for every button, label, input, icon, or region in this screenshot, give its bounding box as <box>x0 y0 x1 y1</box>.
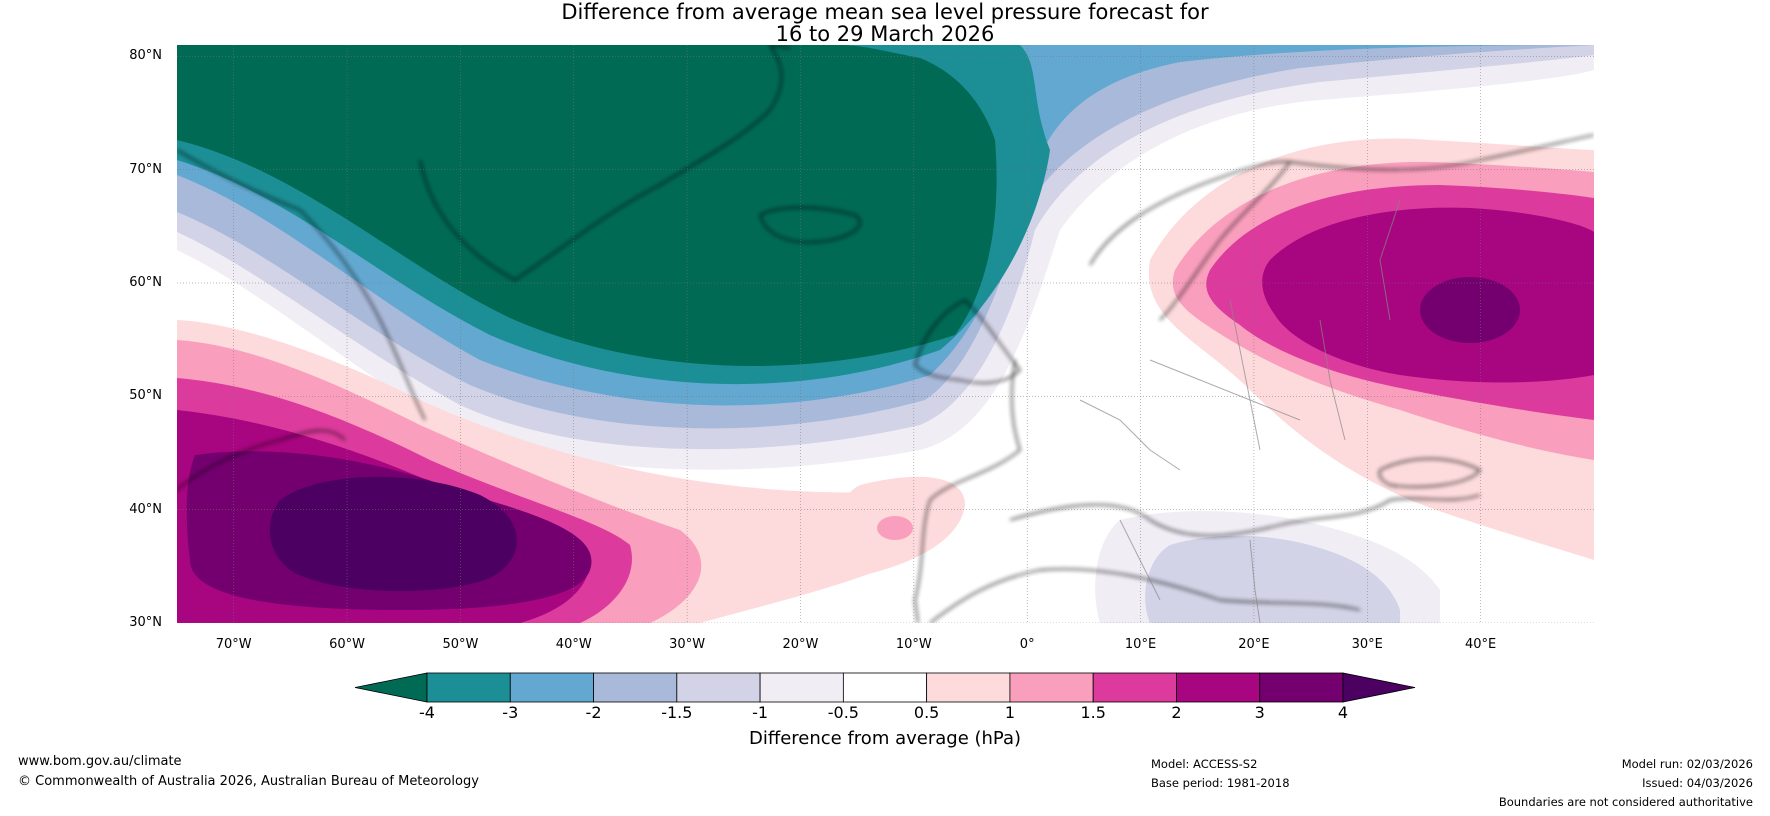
europe-west-coast <box>914 359 1021 623</box>
colorbar-segment <box>1176 672 1261 703</box>
longitude-label: 40°W <box>555 637 592 652</box>
latitude-label: 60°N <box>129 275 162 290</box>
colorbar-tick-label: 1 <box>1004 703 1015 722</box>
colorbar-label: Difference from average (hPa) <box>748 728 1022 749</box>
north-africa-coast <box>929 568 1361 623</box>
longitude-label: 30°E <box>1351 637 1383 652</box>
base-period-text: Base period: 1981-2018 <box>1151 776 1290 790</box>
colorbar-tick-label: -1.5 <box>661 703 693 722</box>
longitude-label: 0° <box>1019 637 1035 652</box>
issued-text: Issued: 04/03/2026 <box>1642 776 1753 790</box>
longitude-label: 20°W <box>782 637 819 652</box>
colorbar-tick-label: 4 <box>1337 703 1349 722</box>
map-title-line-1: Difference from average mean sea level p… <box>561 0 1209 24</box>
colorbar <box>354 672 1416 703</box>
colorbar-extend-max <box>1342 672 1416 703</box>
coastlines <box>177 45 1594 623</box>
greenland-coast-east <box>769 45 791 49</box>
colorbar-segment <box>676 672 761 703</box>
mediterranean-coast <box>1009 494 1481 537</box>
latitude-label: 50°N <box>129 388 162 404</box>
colorbar-segment <box>1009 672 1094 703</box>
british-isles-coast <box>914 299 1021 384</box>
map-title-line-2: 16 to 29 March 2026 <box>775 22 995 46</box>
russia-arctic-coast <box>1289 134 1594 171</box>
model-text: Model: ACCESS-S2 <box>1151 757 1258 771</box>
contour-above-4-west <box>269 476 517 592</box>
colorbar-segment <box>926 672 1011 703</box>
disclaimer-text: Boundaries are not considered authoritat… <box>1498 795 1753 809</box>
colorbar-segment <box>509 672 594 703</box>
colorbar-segment <box>1092 672 1177 703</box>
canada-coast <box>177 149 426 421</box>
contour-below-minus-4 <box>177 45 997 367</box>
longitude-label: 10°W <box>895 637 932 652</box>
website-link[interactable]: www.bom.gov.au/climate <box>18 754 182 769</box>
contour-above-3-east <box>1420 277 1520 343</box>
longitude-label: 20°E <box>1238 637 1270 652</box>
longitude-label: 10°E <box>1124 637 1157 652</box>
pressure-anomaly-field <box>177 45 1594 623</box>
black-sea-coast <box>1378 458 1482 488</box>
longitude-label: 50°W <box>442 637 479 652</box>
colorbar-tick-label: -3 <box>502 703 519 722</box>
longitude-label: 30°W <box>669 637 706 652</box>
colorbar-segment <box>1259 672 1344 703</box>
colorbar-tick-label: 1.5 <box>1080 703 1106 722</box>
longitude-label: 40°E <box>1464 637 1497 652</box>
copyright-text: © Commonwealth of Australia 2026, Austra… <box>18 774 479 789</box>
colorbar-tick-label: -1 <box>752 703 769 722</box>
country-borders <box>1079 199 1401 623</box>
latitude-label: 80°N <box>129 48 162 64</box>
iceland-coast <box>759 206 861 243</box>
newfoundland-coast <box>177 429 346 491</box>
longitude-label: 70°W <box>215 637 252 652</box>
graticule <box>177 45 1594 623</box>
colorbar-tick-label: -0.5 <box>827 703 859 722</box>
colorbar-tick-label: -4 <box>419 703 435 722</box>
colorbar-segment <box>759 672 844 703</box>
colorbar-segment <box>426 672 511 703</box>
colorbar-tick-label: -2 <box>585 703 602 722</box>
colorbar-segment <box>842 672 928 703</box>
contour-above-1-iberia <box>877 516 913 540</box>
latitude-label: 30°N <box>129 615 162 630</box>
colorbar-tick-label: 2 <box>1171 703 1182 722</box>
greenland-coast <box>419 45 783 281</box>
latitude-label: 40°N <box>129 501 162 517</box>
model-run-text: Model run: 02/03/2026 <box>1621 757 1753 771</box>
colorbar-segment <box>593 672 678 703</box>
colorbar-tick-label: 3 <box>1254 703 1265 722</box>
colorbar-tick-label: 0.5 <box>913 703 940 722</box>
contour-below-minus-1-med <box>1145 535 1400 623</box>
longitude-label: 60°W <box>329 637 365 652</box>
latitude-label: 70°N <box>129 161 162 177</box>
colorbar-extend-min <box>354 672 428 703</box>
